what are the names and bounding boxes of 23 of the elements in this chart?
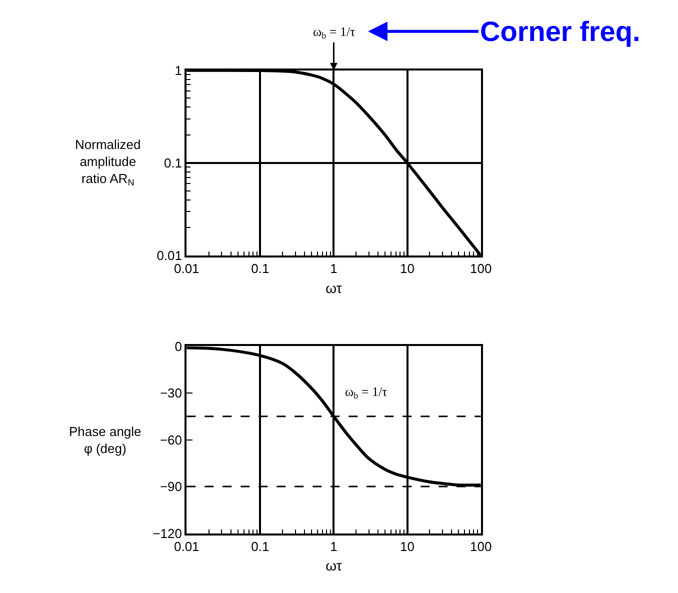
x-axis-title: ωτ [326,280,342,296]
y-tick-label: 1 [174,62,182,78]
x-axis-title: ωτ [326,558,342,574]
y-tick-label: −30 [160,386,182,401]
x-tick-label: 1 [330,261,338,276]
y-axis-title: Normalized amplitude ratio AR$_{N}$ [75,137,141,188]
annotation: ω$_{b}$ = 1/τ [345,384,388,401]
y-tick-label: 0.01 [156,248,182,264]
y-tick-label: 0.1 [164,156,182,171]
x-tick-label: 100 [470,538,492,554]
y-tick-label: 0 [174,338,182,354]
x-tick-label: 0.1 [251,261,270,276]
text: ω$_{b}$ = 1/τ [313,24,356,41]
x-tick-label: 0.1 [251,538,270,554]
x-tick-label: 10 [400,261,415,276]
x-tick-label: 100 [470,261,492,276]
y-tick-label: −60 [160,432,182,448]
y-tick-label: −90 [160,479,182,494]
y-axis-title: Phase angle φ (deg) [69,424,142,456]
y-tick-label: −120 [152,526,182,541]
x-tick-label: 1 [330,538,338,554]
text: Corner freq. [480,16,640,47]
x-tick-label: 10 [400,538,415,554]
